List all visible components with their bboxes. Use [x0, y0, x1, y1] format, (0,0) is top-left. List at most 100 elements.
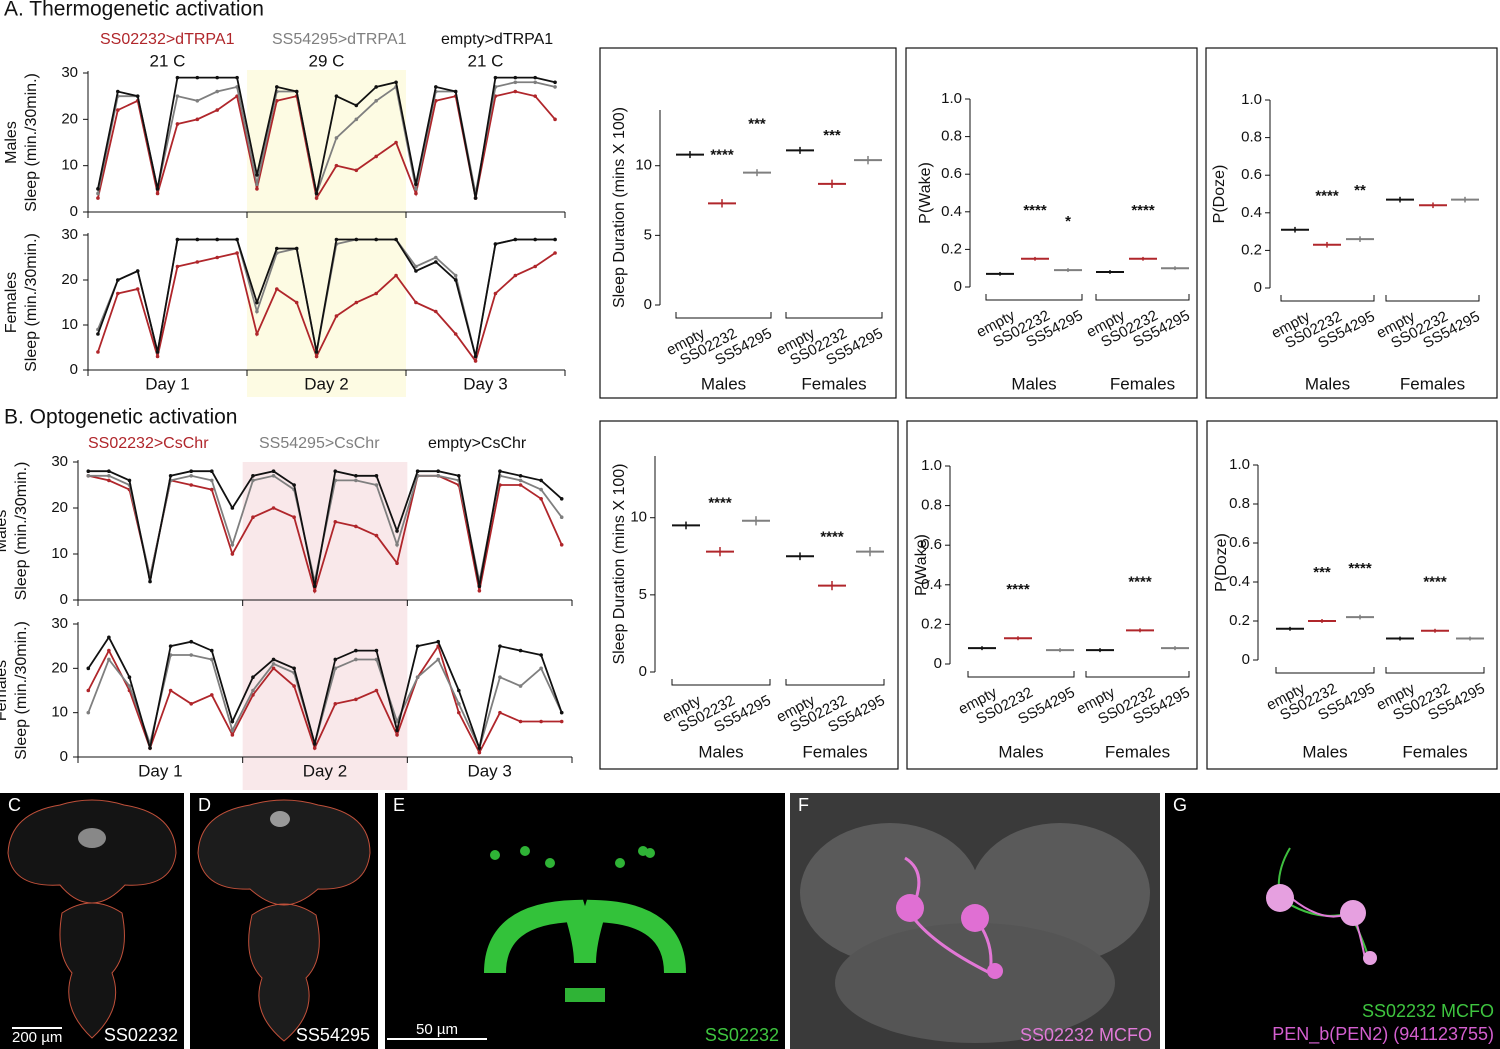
point [518, 648, 523, 653]
point [354, 474, 358, 478]
point [374, 85, 378, 89]
point [559, 543, 564, 547]
group-bracket [985, 294, 1083, 301]
point [155, 354, 160, 359]
point [96, 332, 100, 336]
point [354, 478, 358, 483]
significance: **** [1128, 573, 1152, 590]
point [374, 474, 379, 478]
point [251, 478, 255, 483]
point [255, 300, 259, 305]
panel-title: B. Optogenetic activation [4, 406, 237, 429]
group-bracket [1385, 667, 1485, 674]
y-tick-label: 0 [1242, 651, 1250, 668]
point [493, 75, 498, 80]
point [271, 666, 276, 671]
point [168, 644, 173, 648]
point [292, 684, 296, 688]
panel-box [1205, 47, 1498, 399]
panel-letter: G [1173, 795, 1188, 815]
annotation: 21 C [150, 51, 186, 70]
y-tick-label: 0.6 [921, 536, 942, 553]
point [215, 108, 219, 112]
panel-letter: F [798, 795, 809, 815]
point [498, 675, 502, 679]
point [271, 506, 276, 510]
point [453, 278, 458, 282]
point [518, 684, 523, 688]
significance: **** [708, 495, 732, 512]
point [518, 483, 523, 487]
point [559, 515, 564, 519]
point [271, 474, 276, 478]
point [230, 733, 235, 737]
point [175, 94, 180, 98]
y-axis-label: Sleep (min./30min.) [13, 462, 30, 601]
point [374, 99, 378, 103]
point [148, 746, 152, 750]
point [230, 552, 235, 556]
line [97, 251, 556, 363]
point [354, 697, 358, 702]
point [107, 657, 111, 662]
point [116, 89, 120, 94]
point [334, 163, 339, 168]
point [255, 173, 259, 177]
annotation: 21 C [468, 51, 504, 70]
significance: **** [820, 529, 844, 546]
point [255, 332, 259, 336]
point [155, 350, 160, 354]
y-tick-label: 0 [934, 655, 942, 672]
point [493, 242, 498, 246]
y-tick-label: 20 [51, 659, 68, 676]
group-bracket [1280, 295, 1375, 302]
point [168, 688, 173, 693]
point [195, 117, 200, 122]
point [456, 702, 461, 706]
point [107, 474, 111, 478]
y-group-label: Males [0, 510, 10, 553]
y-tick-label: 0.8 [1241, 129, 1262, 146]
neurons [484, 846, 686, 1002]
point [533, 94, 537, 98]
point [395, 529, 399, 533]
point [127, 675, 132, 679]
point [477, 750, 482, 755]
group-label: Males [998, 742, 1043, 761]
y-tick-label: 10 [630, 509, 647, 526]
highlight [247, 70, 406, 397]
point [434, 260, 438, 264]
y-tick-label: 1.0 [921, 457, 942, 474]
point [414, 300, 418, 305]
y-tick-label: 30 [61, 226, 78, 243]
point [107, 469, 111, 474]
line [97, 76, 556, 199]
y-group-label: Females [0, 660, 10, 721]
y-group-label: Females [3, 272, 20, 333]
panel-box [599, 47, 897, 399]
group-label: Females [1400, 374, 1465, 393]
point [374, 648, 379, 653]
point [395, 728, 399, 733]
y-tick-label: 0.4 [921, 576, 942, 593]
point [394, 140, 398, 145]
point [127, 684, 132, 688]
point [414, 182, 418, 186]
y-tick-label: 0 [70, 361, 78, 378]
point [533, 237, 537, 242]
point [539, 719, 543, 724]
y-tick-label: 0 [60, 748, 68, 765]
point [334, 94, 339, 98]
point [189, 702, 194, 706]
point [96, 350, 100, 354]
point [334, 237, 339, 242]
point [415, 469, 420, 474]
y-tick-label: 0 [70, 203, 78, 220]
significance: * [1065, 213, 1071, 230]
point [135, 94, 140, 98]
point [395, 719, 399, 724]
image-label: SS02232 [704, 1025, 779, 1045]
point [354, 168, 359, 173]
point [209, 469, 214, 474]
point [271, 662, 276, 666]
